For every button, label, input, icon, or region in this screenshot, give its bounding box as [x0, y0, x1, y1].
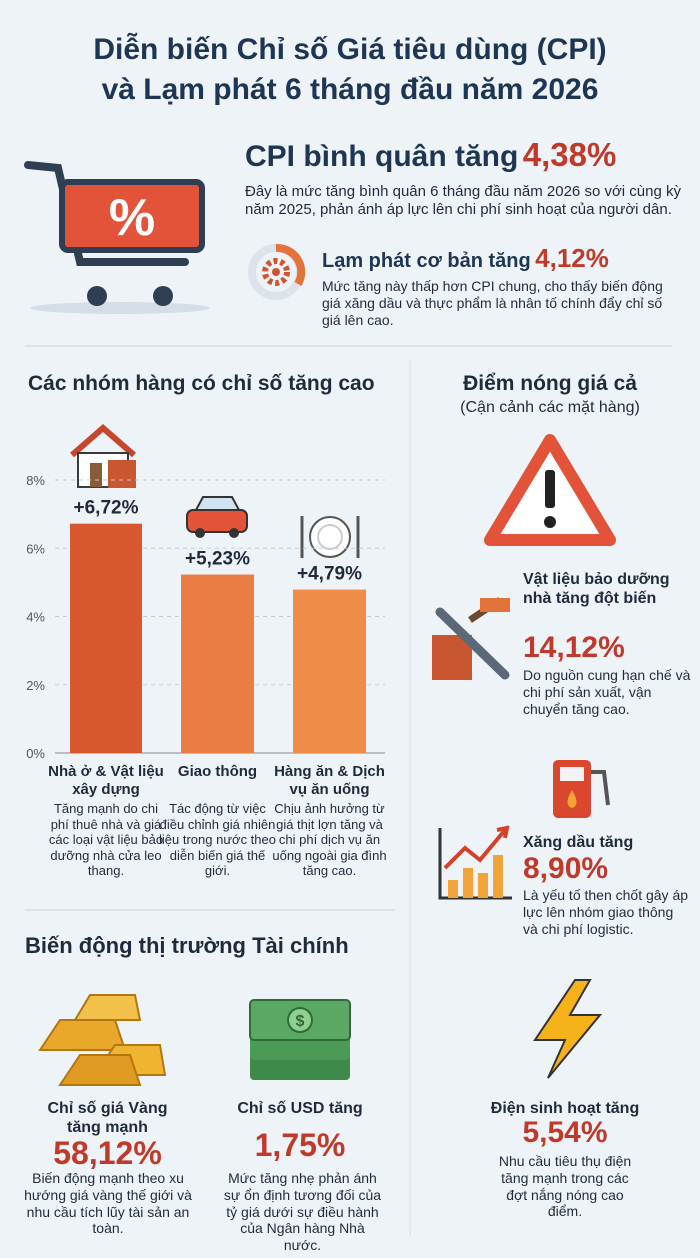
y-tick-label: 2% — [26, 678, 45, 693]
gear-icon — [248, 243, 306, 300]
plate-icon — [300, 516, 360, 558]
bar — [70, 523, 142, 753]
core-value: 4,12% — [535, 243, 609, 273]
finance-label: Chỉ số USD tăng — [237, 1100, 363, 1117]
cpi-label: CPI bình quân tăng — [245, 140, 519, 173]
y-tick-label: 0% — [26, 746, 45, 761]
y-tick-label: 8% — [26, 473, 45, 488]
cpi-value: 4,38% — [522, 136, 617, 173]
value-label: +6,72% — [74, 498, 139, 519]
car-icon — [186, 496, 248, 538]
core-label: Lạm phát cơ bản tăng — [322, 250, 531, 272]
bar — [181, 574, 254, 753]
finance-value: 1,75% — [254, 1127, 346, 1163]
category-description: Chịu ảnh hưởng từ giá thịt lợn tăng và c… — [272, 801, 387, 879]
value-label: +5,23% — [185, 549, 250, 570]
title-line: và Lạm phát 6 tháng đầu năm 2026 — [101, 73, 599, 106]
trend-icon — [438, 825, 512, 900]
house-icon — [70, 424, 136, 488]
finance-description: Mức tăng nhẹ phản ánh sự ổn định tương đ… — [223, 1170, 382, 1254]
hotspot-description: Là yếu tố then chốt gây áp lực lên nhóm … — [523, 887, 689, 937]
warning-icon — [484, 434, 616, 546]
money-icon: $ — [249, 999, 351, 1080]
page-title: Diễn biến Chỉ số Giá tiêu dùng (CPI) và … — [0, 30, 700, 110]
hotspot-value: 8,90% — [523, 852, 609, 885]
cart-icon: % — [24, 161, 210, 314]
tools-icon — [432, 597, 510, 680]
finance-value: 58,12% — [53, 1135, 162, 1171]
bar-chart: 0% 2% 4% 6% 8% +6,72% +5,23% +4,79% — [26, 473, 385, 761]
category-label: Giao thông — [177, 763, 258, 780]
bar — [293, 589, 366, 753]
category-description: Tăng mạnh do chi phí thuê nhà và giá các… — [48, 801, 164, 879]
svg-text:$: $ — [296, 1013, 305, 1030]
title-line: Diễn biến Chỉ số Giá tiêu dùng (CPI) — [93, 33, 607, 66]
core-description: Mức tăng này thấp hơn CPI chung, cho thấ… — [322, 278, 663, 328]
finance-title: Biến động thị trường Tài chính — [25, 933, 349, 958]
lightning-icon — [533, 979, 603, 1079]
cpi-headline: CPI bình quân tăng 4,38% — [245, 135, 616, 175]
y-tick-label: 4% — [26, 610, 45, 625]
hotspots-subtitle: (Cận cảnh các mặt hàng) — [460, 399, 640, 416]
core-headline: Lạm phát cơ bản tăng 4,12% — [322, 243, 609, 274]
hotspot-value: 5,54% — [522, 1116, 608, 1149]
value-label: +4,79% — [297, 564, 362, 585]
fuel-icon — [553, 760, 610, 818]
gold-icon — [38, 994, 167, 1086]
hotspot-label: Xăng dầu tăng — [523, 834, 634, 851]
hotspot-label: Điện sinh hoạt tăng — [490, 1100, 640, 1117]
finance-description: Biến động mạnh theo xu hướng giá vàng th… — [24, 1170, 192, 1237]
chart-title: Các nhóm hàng có chỉ số tăng cao — [28, 372, 375, 395]
finance-label: Chỉ số giá Vàng tăng mạnh — [47, 1100, 168, 1137]
category-label: Nhà ở & Vật liệu xây dựng — [48, 763, 164, 798]
svg-text:%: % — [109, 189, 155, 247]
hotspot-label: Vật liệu bảo dưỡng nhà tăng đột biến — [523, 571, 670, 608]
hotspots-title: Điểm nóng giá cả — [463, 372, 637, 395]
y-tick-label: 6% — [26, 541, 45, 556]
hotspot-description: Do nguồn cung hạn chế và chi phí sản xuấ… — [523, 667, 691, 717]
cpi-description: Đây là mức tăng bình quân 6 tháng đầu nă… — [245, 183, 681, 218]
hotspot-value: 14,12% — [523, 631, 625, 664]
hotspot-description: Nhu cầu tiêu thụ điện tăng mạnh trong cá… — [498, 1153, 632, 1220]
category-description: Tác động từ việc điều chỉnh giá nhiên li… — [159, 801, 276, 879]
category-label: Hàng ăn & Dịch vụ ăn uống — [274, 763, 385, 798]
